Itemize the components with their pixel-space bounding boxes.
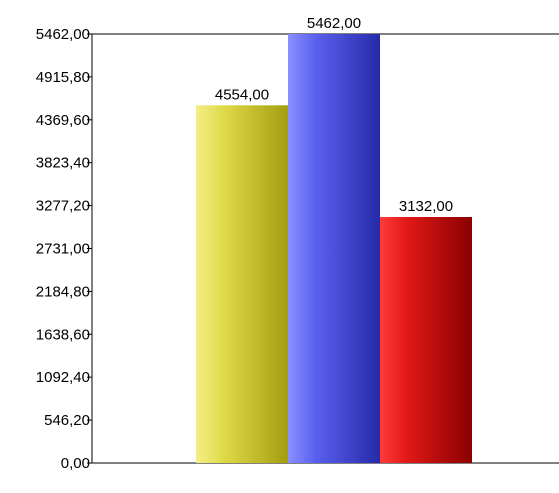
- bars: [196, 34, 472, 463]
- y-tick-label: 0,00: [61, 455, 90, 472]
- y-tick-label: 546,20: [44, 412, 90, 429]
- y-tick-label: 3823,40: [36, 155, 90, 172]
- bar-value-label: 4554,00: [215, 86, 269, 103]
- y-tick-label: 4369,60: [36, 112, 90, 129]
- bar: [380, 217, 472, 463]
- y-tick-label: 5462,00: [36, 26, 90, 43]
- bar: [288, 34, 380, 463]
- y-tick-label: 1638,60: [36, 326, 90, 343]
- bar-value-label: 3132,00: [399, 198, 453, 215]
- bar-value-label: 5462,00: [307, 15, 361, 32]
- y-axis: 0,00 546,20 1092,40 1638,60 2184,80 2731,00 32…: [36, 26, 92, 472]
- y-tick-label: 1092,40: [36, 369, 90, 386]
- data-labels: 4554,00 5462,00 3132,00: [215, 15, 453, 215]
- y-tick-label: 2184,80: [36, 283, 90, 300]
- y-tick-label: 2731,00: [36, 241, 90, 258]
- y-tick-label: 4915,80: [36, 69, 90, 86]
- y-tick-label: 3277,20: [36, 198, 90, 215]
- bar: [196, 105, 288, 463]
